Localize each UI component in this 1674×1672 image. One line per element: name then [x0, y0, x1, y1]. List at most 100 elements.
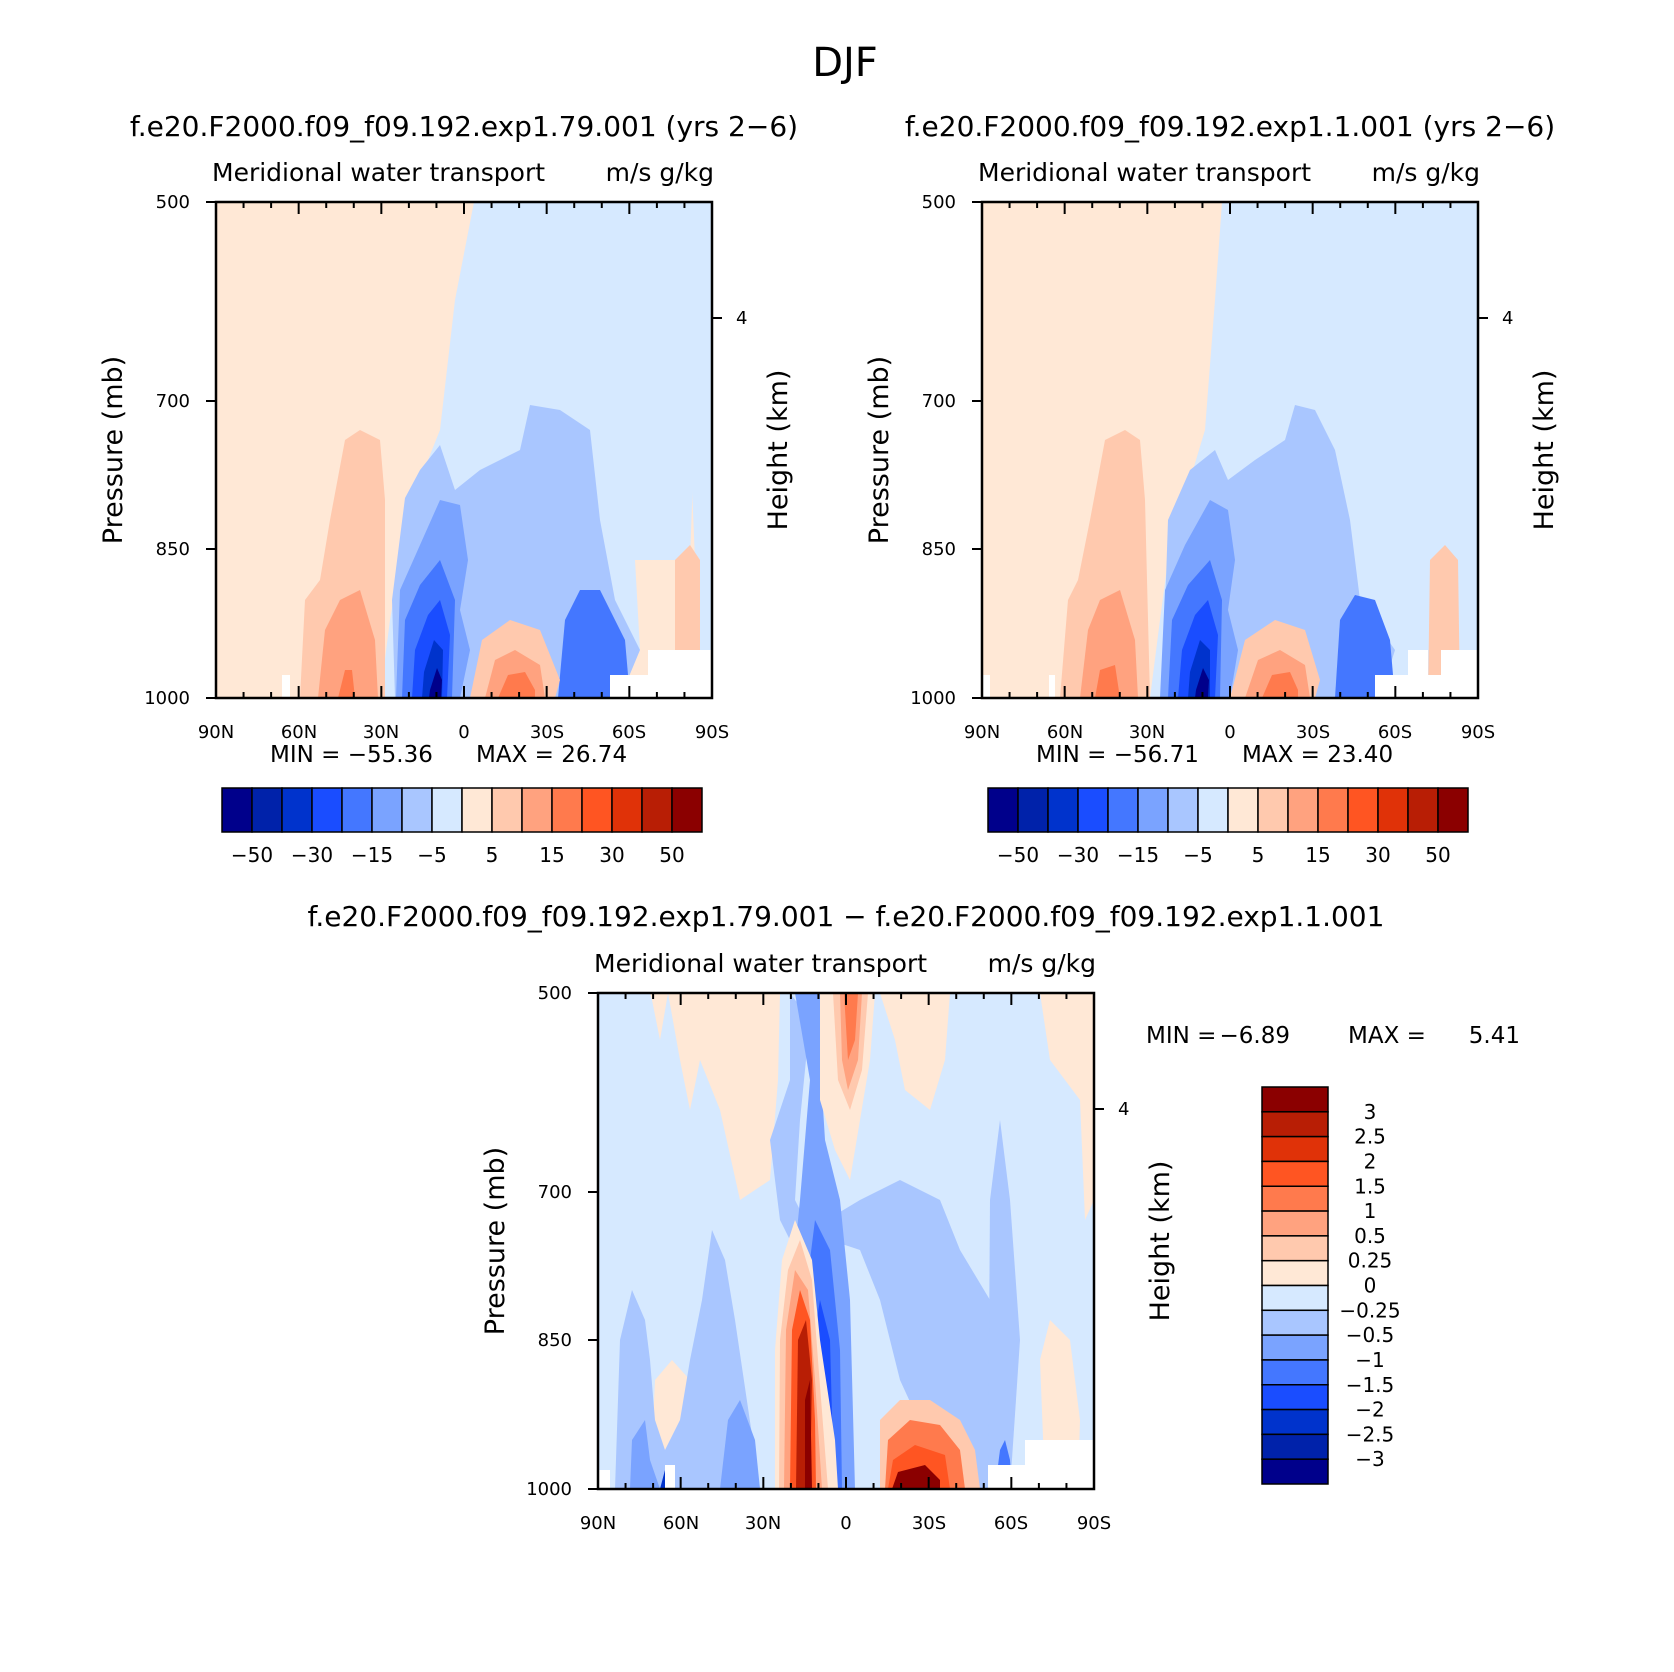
panel-1-colorbar-label: 50: [659, 843, 684, 867]
panel-3-colorbar-label: 2.5: [1354, 1125, 1386, 1149]
colorbar-swatch: [1407, 787, 1439, 833]
colorbar-swatch: [987, 787, 1019, 833]
panel-1-colorbar-label: 30: [599, 843, 624, 867]
panel-2-colorbar-label: −15: [1117, 843, 1159, 867]
panel-3-colorbar-label: 0.5: [1354, 1224, 1386, 1248]
panel-2-colorbar-label: 5: [1252, 843, 1265, 867]
colorbar-swatch: [581, 787, 613, 833]
panel-3-colorbar-label: −1.5: [1346, 1373, 1395, 1397]
colorbar-swatch: [1261, 1458, 1329, 1485]
colorbar-swatch: [1017, 787, 1049, 833]
colorbar-swatch: [1261, 1284, 1329, 1312]
panel-1-y-tick-label: 700: [156, 391, 190, 412]
colorbar-swatch: [1261, 1384, 1329, 1411]
panel-3-ylabel-right: Height (km): [1145, 1161, 1176, 1322]
colorbar-swatch: [641, 787, 673, 833]
panel-2-colorbar-label: 50: [1425, 843, 1450, 867]
panel-2-y-right-tick-label: 4: [1502, 308, 1513, 329]
panel-1-colorbar-label: 15: [539, 843, 564, 867]
colorbar-swatch: [491, 787, 523, 833]
panel-1-field: [216, 202, 712, 698]
panel-2-x-tick-label: 90N: [964, 722, 1000, 743]
panel-1-x-tick-label: 30N: [363, 722, 399, 743]
colorbar-swatch: [311, 787, 343, 833]
panel-2-x-tick-label: 30N: [1129, 722, 1165, 743]
colorbar-swatch: [1317, 787, 1349, 833]
panel-3-field: [598, 993, 1094, 1489]
panel-1-colorbar-label: 5: [486, 843, 499, 867]
colorbar-swatch: [1137, 787, 1169, 833]
panel-3-colorbar-label: −0.25: [1339, 1298, 1400, 1322]
panel-3-max-label: MAX =: [1348, 1023, 1426, 1049]
panel-3-title: f.e20.F2000.f09_f09.192.exp1.79.001 − f.…: [308, 900, 1385, 933]
panel-3-x-tick-label: 90S: [1077, 1513, 1111, 1534]
panel-3-y-ticks: 500 700 850 1000 4: [526, 983, 1129, 1500]
colorbar-swatch: [1107, 787, 1139, 833]
panel-3-x-tick-label: 0: [840, 1513, 851, 1534]
panel-2: f.e20.F2000.f09_f09.192.exp1.1.001 (yrs …: [864, 110, 1560, 867]
colorbar-swatch: [1437, 787, 1469, 833]
panel-1-x-tick-label: 0: [458, 722, 469, 743]
panel-3-colorbar-label: −1: [1355, 1348, 1384, 1372]
panel-1-colorbar: [221, 787, 703, 833]
panel-3-x-ticks: 90N 60N 30N 0 30S 60S 90S: [580, 1513, 1111, 1534]
panel-2-y-tick-label: 1000: [910, 688, 956, 709]
panel-2-y-tick-label: 500: [922, 192, 956, 213]
panel-2-x-tick-label: 60N: [1047, 722, 1083, 743]
panel-2-min-label: MIN = −56.71: [1036, 742, 1199, 768]
panel-3-max-value: 5.41: [1469, 1023, 1520, 1049]
colorbar-swatch: [671, 787, 703, 833]
panel-2-colorbar-labels: −50 −30 −15 −5 5 15 30 50: [997, 843, 1451, 867]
panel-2-colorbar: [987, 787, 1469, 833]
panel-1-min-label: MIN = −55.36: [270, 742, 433, 768]
panel-2-colorbar-label: −5: [1183, 843, 1212, 867]
panel-2-y-ticks: 500 700 850 1000 4: [910, 192, 1513, 709]
panel-1-max-label: MAX = 26.74: [476, 742, 627, 768]
panel-1-ylabel-right: Height (km): [763, 370, 794, 531]
panel-2-subtitle-right: m/s g/kg: [1372, 158, 1480, 187]
panel-2-colorbar-label: −50: [997, 843, 1039, 867]
panel-3-x-tick-label: 90N: [580, 1513, 616, 1534]
colorbar-swatch: [551, 787, 583, 833]
colorbar-swatch: [1261, 1334, 1329, 1361]
colorbar-swatch: [1261, 1359, 1329, 1386]
panel-2-y-tick-label: 700: [922, 391, 956, 412]
colorbar-swatch: [1047, 787, 1079, 833]
panel-3-y-tick-label: 1000: [526, 1479, 572, 1500]
colorbar-swatch: [431, 787, 463, 833]
panel-3-colorbar-labels: 32.521.510.50.250−0.25−0.5−1−1.5−2−2.5−3: [1339, 1100, 1400, 1471]
panel-1-y-tick-label: 500: [156, 192, 190, 213]
panel-2-field: [982, 202, 1478, 698]
tick-marks: [206, 201, 722, 699]
panel-3-colorbar-label: 1: [1364, 1199, 1377, 1223]
colorbar-swatch: [1261, 1210, 1329, 1237]
panel-2-x-tick-label: 90S: [1461, 722, 1495, 743]
panel-3-colorbar-label: −2: [1355, 1398, 1384, 1422]
panel-1-subtitle-right: m/s g/kg: [606, 158, 714, 187]
tick-marks: [972, 201, 1488, 699]
panel-3-colorbar-label: 0.25: [1348, 1249, 1393, 1273]
colorbar-swatch: [1227, 787, 1259, 833]
panel-2-max-label: MAX = 23.40: [1242, 742, 1393, 768]
panel-3-x-tick-label: 60S: [994, 1513, 1028, 1534]
colorbar-swatch: [401, 787, 433, 833]
panel-2-ylabel: Pressure (mb): [864, 356, 895, 544]
panel-3-colorbar: [1261, 1086, 1329, 1485]
panel-2-colorbar-label: 30: [1365, 843, 1390, 867]
panel-1-x-tick-label: 60N: [281, 722, 317, 743]
panel-1-y-tick-label: 1000: [144, 688, 190, 709]
panel-1-colorbar-label: −50: [231, 843, 273, 867]
colorbar-swatch: [1257, 787, 1289, 833]
colorbar-swatch: [461, 787, 493, 833]
colorbar-swatch: [1261, 1408, 1329, 1436]
panel-1-subtitle-left: Meridional water transport: [212, 158, 545, 187]
colorbar-swatch: [371, 787, 403, 833]
panel-3-colorbar-label: −0.5: [1346, 1323, 1395, 1347]
colorbar-swatch: [1261, 1309, 1329, 1336]
tick-marks: [588, 992, 1104, 1490]
panel-1-colorbar-label: −15: [351, 843, 393, 867]
colorbar-swatch: [1261, 1135, 1329, 1163]
panel-3-y-tick-label: 700: [538, 1182, 572, 1203]
panel-3: f.e20.F2000.f09_f09.192.exp1.79.001 − f.…: [308, 900, 1520, 1534]
colorbar-swatch: [1261, 1259, 1329, 1287]
